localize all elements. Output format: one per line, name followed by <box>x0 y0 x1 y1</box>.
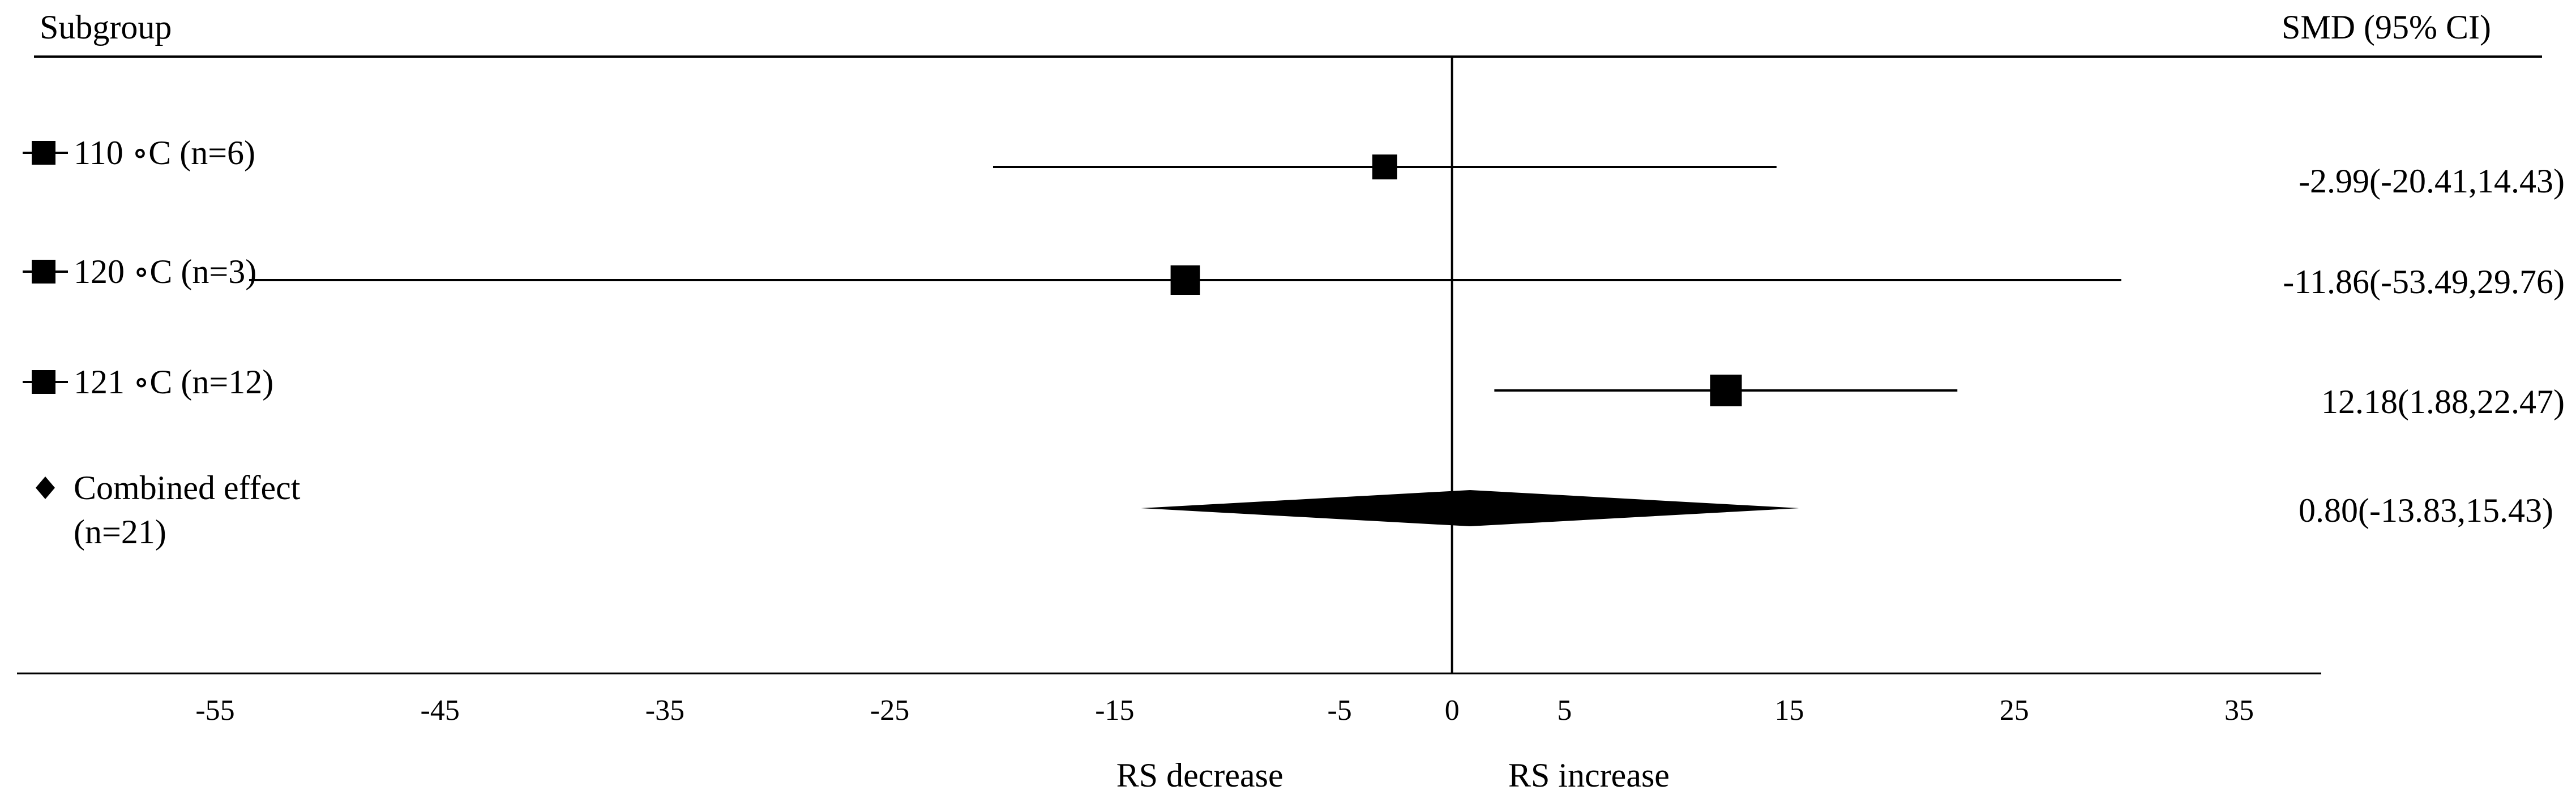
x-tick-label: -25 <box>870 694 910 727</box>
x-tick-label: 35 <box>2224 694 2254 727</box>
x-tick-label: 25 <box>1999 694 2029 727</box>
point-estimate-square <box>1170 265 1200 295</box>
row-label: 121 ∘C (n=12) <box>74 363 274 401</box>
combined-effect-diamond <box>1141 490 1799 526</box>
point-estimate-square <box>1372 154 1397 179</box>
direction-label-right: RS increase <box>1508 757 1670 794</box>
row-label: 120 ∘C (n=3) <box>74 253 257 290</box>
x-tick-label: -45 <box>420 694 460 727</box>
subgroup-header: Subgroup <box>40 8 172 46</box>
x-tick-label: -5 <box>1327 694 1352 727</box>
point-estimate-square <box>1710 375 1742 406</box>
combined-marker <box>36 476 55 499</box>
combined-label: Combined effect <box>74 469 301 506</box>
x-tick-label: 5 <box>1557 694 1572 727</box>
row-label: 110 ∘C (n=6) <box>74 134 256 171</box>
x-tick-label: 15 <box>1774 694 1804 727</box>
row-ci-text: -2.99(-20.41,14.43) <box>2299 162 2565 200</box>
direction-label-left: RS decrease <box>1116 757 1283 794</box>
row-marker <box>23 370 68 394</box>
combined-ci-text: 0.80(-13.83,15.43) <box>2299 492 2553 529</box>
row-ci-text: 12.18(1.88,22.47) <box>2321 383 2565 420</box>
x-tick-label: -15 <box>1095 694 1135 727</box>
ci-header: SMD (95% CI) <box>2282 8 2491 46</box>
x-tick-label: -35 <box>645 694 685 727</box>
row-marker <box>23 260 68 284</box>
combined-n-label: (n=21) <box>74 513 166 551</box>
x-tick-label: -55 <box>195 694 235 727</box>
marks-group <box>23 141 2121 526</box>
x-tick-label: 0 <box>1444 694 1460 727</box>
row-marker <box>23 141 68 165</box>
row-ci-text: -11.86(-53.49,29.76) <box>2283 263 2565 300</box>
